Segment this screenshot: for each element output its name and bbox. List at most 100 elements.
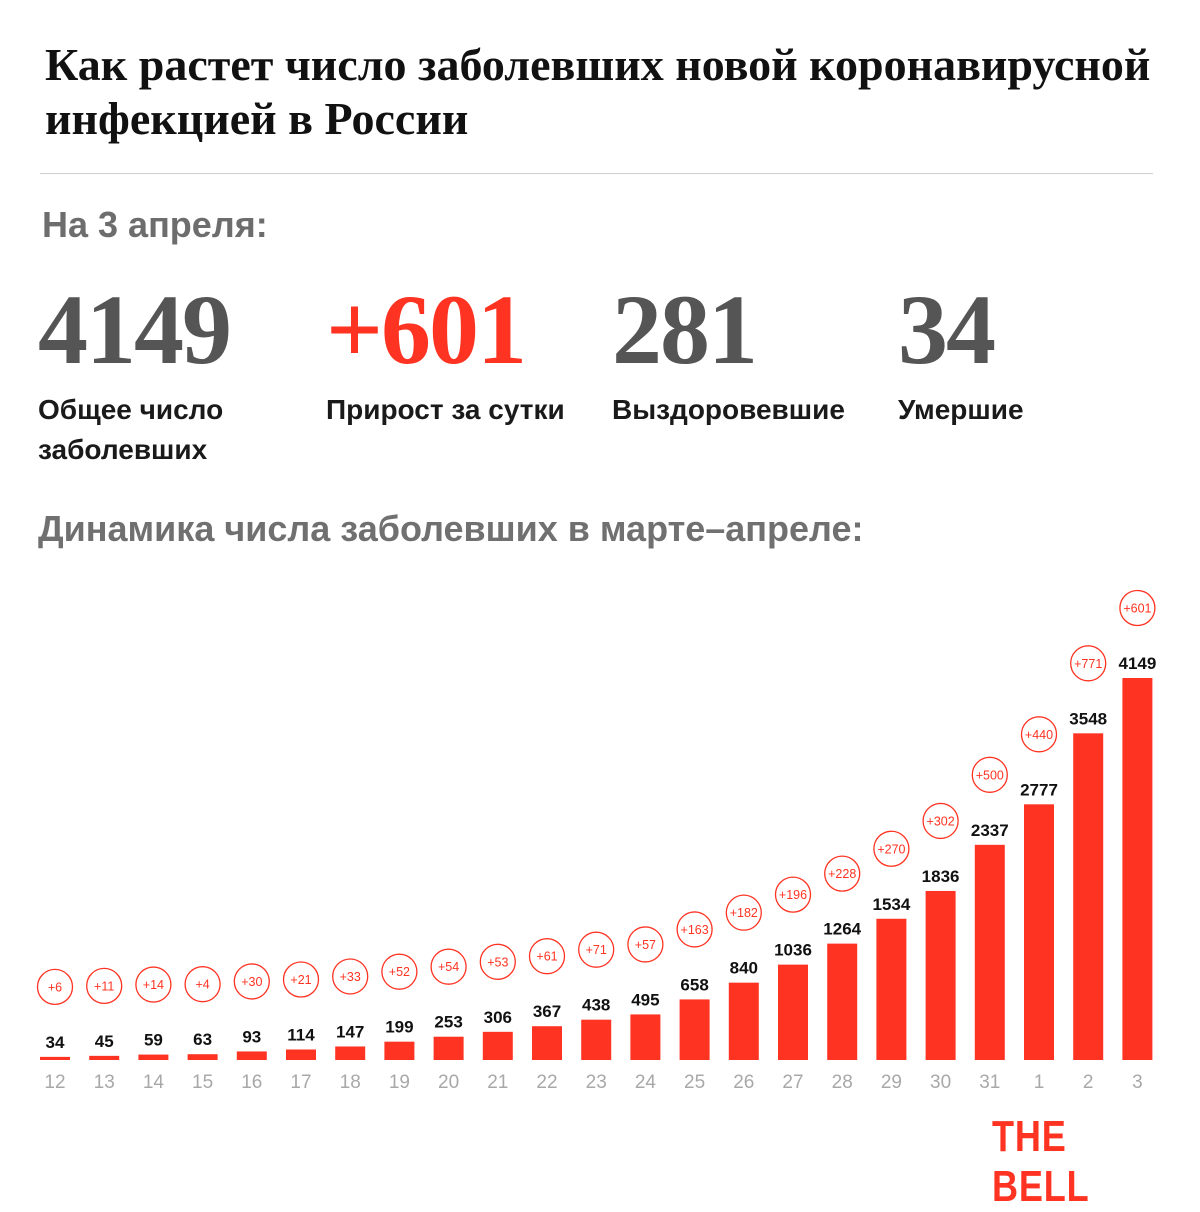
increment-label: +182 [730,906,758,920]
increment-circle [725,894,762,931]
bar-value-label: 93 [242,1027,261,1046]
bar-value-label: 2777 [1020,780,1058,799]
increment-label: +270 [877,842,905,856]
bar [630,1014,661,1060]
x-tick-label: 2 [1083,1072,1094,1093]
date-label: На 3 апреля: [42,204,268,245]
x-tick-label: 25 [684,1072,705,1093]
bar [286,1049,316,1060]
stat-total: 4149 Общее число заболевших [38,280,298,470]
increment-circle [922,802,959,840]
increment-circle [1020,716,1058,753]
increment-circle [676,911,713,948]
x-tick-label: 26 [733,1072,754,1093]
bar-value-label: 147 [336,1022,364,1041]
x-tick-label: 24 [635,1072,657,1093]
x-tick-label: 23 [586,1072,607,1093]
increment-label: +21 [290,973,311,987]
x-tick-label: 17 [290,1072,311,1093]
increment-label: +30 [241,975,262,989]
bar-value-label: 253 [434,1013,462,1032]
bar [876,918,907,1060]
cases-bar-chart: 34+61245+111359+141463+41593+3016114+211… [36,589,1156,1093]
increment-label: +61 [536,950,557,964]
increment-circle [86,967,123,1005]
bar [1122,678,1153,1060]
increment-label: +11 [94,979,114,993]
stat-daily-increase-label: Прирост за сутки [326,394,565,425]
divider [40,173,1153,174]
stat-recovered: 281 Выздоровевшие [612,280,882,430]
increment-circle [824,855,861,892]
increment-label: +52 [389,965,410,979]
increment-circle [479,943,516,980]
bar-value-label: 4149 [1118,654,1156,673]
increment-circle [184,966,221,1003]
x-tick-label: 16 [241,1072,262,1093]
stat-deaths-label: Умершие [898,394,1024,425]
bar [138,1054,169,1060]
stat-daily-increase: +601 Прирост за сутки [326,280,606,430]
increment-label: +500 [976,768,1004,782]
x-tick-label: 21 [487,1072,508,1093]
bar-value-label: 45 [95,1032,114,1051]
increment-label: +14 [143,978,164,992]
x-tick-label: 20 [438,1072,459,1093]
increment-label: +228 [828,867,856,881]
increment-circle [430,948,467,985]
increment-circle [774,876,812,913]
bar [974,844,1005,1060]
increment-circle [332,958,369,995]
bar [40,1056,70,1060]
increment-label: +53 [487,955,508,969]
bar [728,982,759,1060]
bar [482,1031,513,1060]
x-tick-label: 29 [881,1072,902,1093]
bar [187,1054,218,1060]
stat-deaths-value: 34 [898,274,996,385]
increment-circle [381,953,418,990]
bar-value-label: 3548 [1069,709,1107,728]
bar-value-label: 1036 [774,941,812,960]
bar-value-label: 840 [730,959,758,978]
increment-circle [282,961,320,998]
increment-label: +6 [48,980,62,994]
dynamics-title: Динамика числа заболевших в марте–апреле… [38,508,864,549]
bar-value-label: 658 [680,975,708,994]
bar-value-label: 306 [484,1008,512,1027]
bar [89,1055,120,1060]
bar [236,1051,267,1060]
bar-value-label: 59 [144,1031,163,1050]
bar-value-label: 63 [193,1030,212,1049]
stat-daily-increase-value: +601 [326,274,527,385]
bar [1073,733,1104,1060]
chart-title: Как растет число заболевших новой корона… [45,39,1151,144]
x-tick-label: 18 [340,1072,361,1093]
bar-value-label: 1264 [823,920,861,939]
bar [679,999,710,1060]
increment-label: +33 [340,970,361,984]
bar [778,964,808,1060]
increment-label: +4 [195,978,209,992]
x-tick-label: 13 [94,1072,115,1093]
bar [925,890,956,1060]
stat-total-value: 4149 [38,274,232,385]
bar-value-label: 438 [582,996,610,1015]
x-tick-label: 15 [192,1072,213,1093]
x-tick-label: 30 [930,1072,951,1093]
increment-label: +196 [779,888,807,902]
increment-circle [135,966,172,1003]
increment-circle [233,963,270,1000]
increment-circle [578,931,615,968]
bar-value-label: 34 [46,1033,65,1052]
increment-label: +302 [927,814,955,828]
bar [1024,804,1054,1060]
bar [384,1041,415,1060]
stat-recovered-value: 281 [612,274,758,385]
x-tick-label: 14 [143,1072,165,1093]
increment-circle [971,756,1008,793]
bar-value-label: 367 [533,1002,561,1021]
x-tick-label: 3 [1132,1072,1143,1093]
bar [335,1046,366,1060]
increment-circle [528,938,566,975]
